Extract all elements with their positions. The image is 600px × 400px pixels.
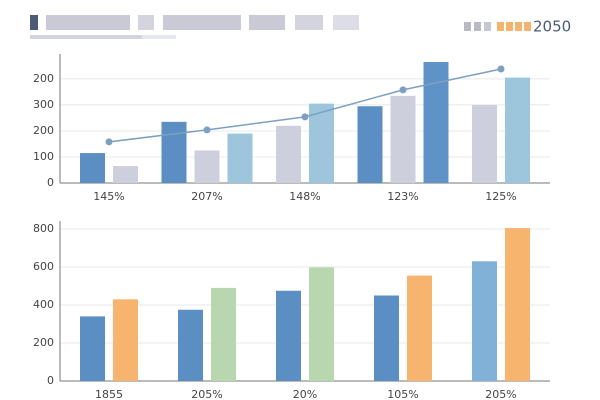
bar bbox=[80, 153, 105, 183]
bar bbox=[211, 287, 236, 381]
y-tick-label: 300 bbox=[33, 98, 54, 111]
line-point bbox=[203, 126, 211, 134]
x-tick-label: 207% bbox=[191, 190, 222, 203]
line-point bbox=[105, 138, 113, 146]
line-point bbox=[399, 86, 407, 94]
x-tick-label: 148% bbox=[289, 190, 320, 203]
bar bbox=[374, 295, 399, 381]
bar bbox=[505, 77, 530, 183]
y-tick-label: 800 bbox=[33, 222, 54, 235]
legend-swatches bbox=[464, 22, 531, 31]
x-tick-label: 205% bbox=[485, 388, 516, 400]
line-point bbox=[301, 113, 309, 121]
bar bbox=[309, 267, 334, 381]
bar bbox=[161, 121, 187, 183]
x-tick-label: 123% bbox=[387, 190, 418, 203]
header-placeholder bbox=[30, 15, 359, 39]
bar bbox=[407, 275, 432, 381]
x-tick-label: 105% bbox=[387, 388, 418, 400]
y-tick-label: 100 bbox=[33, 150, 54, 163]
bar bbox=[113, 166, 138, 183]
y-tick-label: 200 bbox=[33, 124, 54, 137]
y-tick-label: 400 bbox=[33, 298, 54, 311]
y-tick-label: 0 bbox=[47, 374, 54, 387]
bar bbox=[505, 228, 530, 381]
bar bbox=[390, 95, 416, 183]
bar bbox=[357, 106, 383, 183]
bar bbox=[194, 150, 220, 183]
line-point bbox=[497, 65, 505, 73]
bar bbox=[227, 133, 253, 183]
bar bbox=[178, 309, 203, 381]
x-tick-label: 1855 bbox=[95, 388, 123, 400]
y-tick-label: 200 bbox=[33, 336, 54, 349]
bar bbox=[276, 290, 301, 381]
y-tick-label: 600 bbox=[33, 260, 54, 273]
bar bbox=[472, 261, 497, 381]
x-tick-label: 20% bbox=[293, 388, 317, 400]
bar bbox=[472, 104, 497, 183]
bar bbox=[80, 316, 105, 381]
bar bbox=[276, 125, 301, 183]
x-tick-label: 145% bbox=[93, 190, 124, 203]
bar bbox=[309, 103, 334, 183]
x-tick-label: 125% bbox=[485, 190, 516, 203]
x-tick-label: 205% bbox=[191, 388, 222, 400]
bar bbox=[423, 62, 449, 183]
y-tick-label: 0 bbox=[47, 176, 54, 189]
legend-label: 2050 bbox=[533, 18, 571, 36]
y-tick-label: 200 bbox=[33, 72, 54, 85]
bar bbox=[113, 299, 138, 381]
